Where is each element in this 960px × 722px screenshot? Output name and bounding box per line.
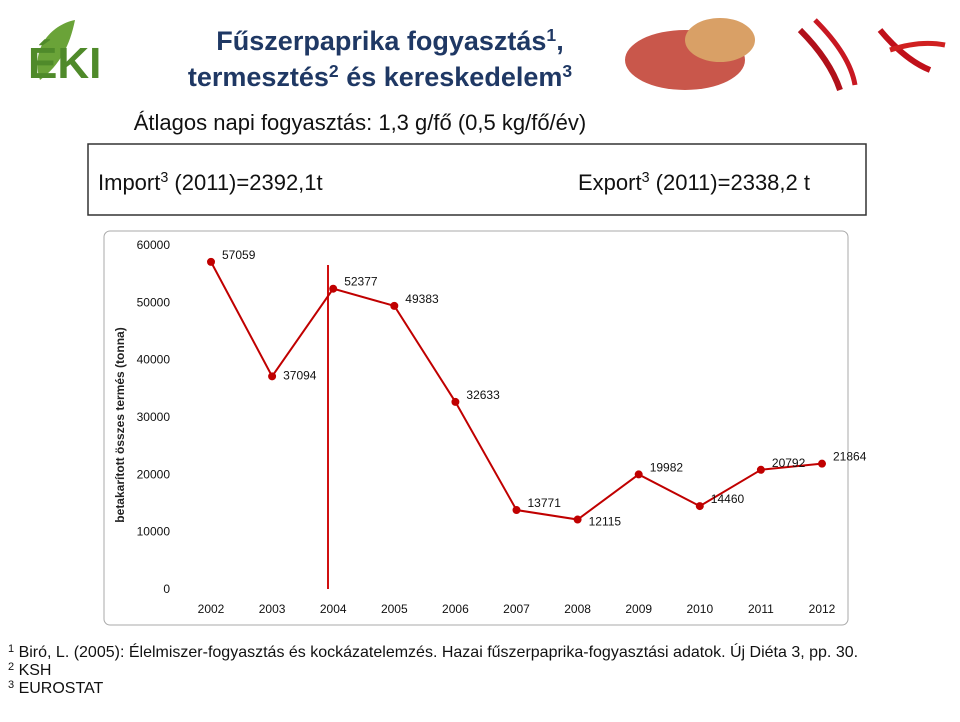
footnote: 3 EUROSTAT [8,679,104,697]
logo-text: ÉKI [28,38,101,88]
x-tick-label: 2006 [442,602,469,616]
data-label: 20792 [772,456,806,470]
title-sup: 1 [546,25,556,45]
y-tick-label: 10000 [137,525,171,539]
import-label: Import [98,170,160,195]
title-sup: 2 [329,61,339,81]
data-point [818,459,826,468]
data-label: 13771 [528,496,562,510]
y-axis-label: betakarított összes termés (tonna) [113,327,127,522]
data-label: 52377 [344,275,378,289]
y-tick-label: 0 [163,582,170,596]
plot: 0 10000 20000 30000 40000 50000 60000 2002 2003 2… [137,238,867,616]
import-sup: 3 [160,170,168,186]
title-sup: 3 [562,61,572,81]
data-label: 14460 [711,492,745,506]
title-text: és kereskedelem [339,62,563,92]
data-point [390,301,399,310]
data-point [695,502,704,511]
export-value: (2011)=2338,2 t [650,170,810,195]
data-label: 21864 [833,450,867,464]
y-tick-label: 20000 [137,467,171,481]
data-point [634,470,643,479]
y-tick-label: 60000 [137,238,171,252]
data-point [268,372,277,381]
data-label: 19982 [650,460,684,474]
footnote-mark: 1 [8,643,14,655]
data-label: 57059 [222,248,256,262]
title-line-2: termesztés2 és kereskedelem3 [188,61,573,92]
title-text: Fűszerpaprika fogyasztás [216,26,546,56]
data-point [329,284,338,293]
footnotes: 1 Biró, L. (2005): Élelmiszer-fogyasztás… [8,642,858,697]
x-tick-label: 2010 [686,602,713,616]
import-text: Import3 (2011)=2392,1t [98,170,323,195]
x-tick-label: 2002 [198,602,225,616]
import-value: (2011)=2392,1t [168,170,322,195]
x-tick-label: 2003 [259,602,286,616]
data-label: 37094 [283,368,317,382]
x-tick-label: 2004 [320,602,347,616]
chart-frame [103,230,849,626]
title-text: termesztés [188,62,329,92]
x-tick-label: 2011 [748,602,774,616]
data-point [207,257,215,266]
x-tick-label: 2005 [381,602,408,616]
footnote-text: EUROSTAT [14,680,103,697]
subtitle: Átlagos napi fogyasztás: 1,3 g/fő (0,5 k… [134,110,586,135]
export-label: Export [578,170,642,195]
data-point [573,515,582,524]
data-label: 32633 [466,388,500,402]
data-point [512,506,521,515]
footnote: 2 KSH [8,661,51,679]
logo-leaf [37,20,75,80]
y-tick-label: 50000 [137,295,171,309]
x-tick-label: 2012 [809,602,836,616]
data-point [756,465,765,474]
y-tick-label: 30000 [137,410,171,424]
y-tick-label: 40000 [137,353,171,367]
decoration [625,18,946,91]
x-tick-label: 2007 [503,602,530,616]
footnote-mark: 2 [8,661,14,673]
export-text: Export3 (2011)=2338,2 t [578,170,810,195]
trade-box [87,143,867,216]
data-point [451,397,460,406]
footnote-text: KSH [14,662,51,679]
x-tick-label: 2008 [564,602,591,616]
footnote: 1 Biró, L. (2005): Élelmiszer-fogyasztás… [8,642,858,661]
footnote-text: Biró, L. (2005): Élelmiszer-fogyasztás é… [14,642,858,661]
title-text: , [556,26,564,56]
x-tick-label: 2009 [625,602,652,616]
export-sup: 3 [642,170,650,186]
title-line-1: Fűszerpaprika fogyasztás1, [216,25,563,56]
footnote-mark: 3 [8,679,14,691]
data-label: 49383 [405,292,439,306]
data-label: 12115 [589,515,622,529]
